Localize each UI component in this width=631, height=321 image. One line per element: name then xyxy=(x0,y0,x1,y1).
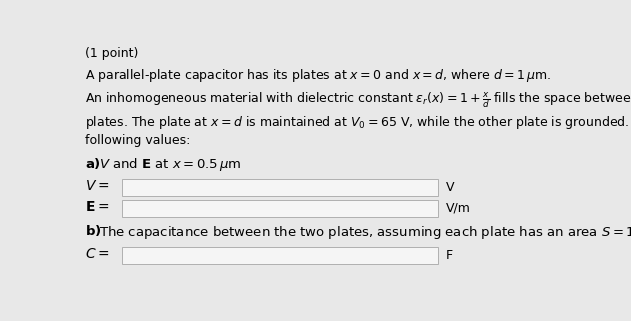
Text: $C =$: $C =$ xyxy=(85,247,109,261)
Text: V/m: V/m xyxy=(445,202,471,215)
Text: $V$ and $\mathbf{E}$ at $x = 0.5\,\mu$m: $V$ and $\mathbf{E}$ at $x = 0.5\,\mu$m xyxy=(100,156,242,173)
Text: $V =$: $V =$ xyxy=(85,179,109,193)
Text: An inhomogeneous material with dielectric constant $\epsilon_r(x) = 1 + \frac{x}: An inhomogeneous material with dielectri… xyxy=(85,91,631,111)
FancyBboxPatch shape xyxy=(122,200,439,217)
Text: plates. The plate at $x = d$ is maintained at $V_0 = 65$ V, while the other plat: plates. The plate at $x = d$ is maintain… xyxy=(85,114,631,131)
Text: (1 point): (1 point) xyxy=(85,47,138,60)
Text: V: V xyxy=(445,181,454,194)
Text: $\mathbf{a)}$: $\mathbf{a)}$ xyxy=(85,156,101,171)
Text: following values:: following values: xyxy=(85,134,190,147)
Text: A parallel-plate capacitor has its plates at $x = 0$ and $x = d$, where $d = 1\,: A parallel-plate capacitor has its plate… xyxy=(85,67,551,84)
FancyBboxPatch shape xyxy=(122,247,439,265)
Text: $\mathbf{b)}$: $\mathbf{b)}$ xyxy=(85,223,101,238)
Text: F: F xyxy=(445,248,453,262)
Text: The capacitance between the two plates, assuming each plate has an area $S = 10$: The capacitance between the two plates, … xyxy=(100,223,631,243)
FancyBboxPatch shape xyxy=(122,179,439,196)
Text: $\mathbf{E} =$: $\mathbf{E} =$ xyxy=(85,200,109,214)
